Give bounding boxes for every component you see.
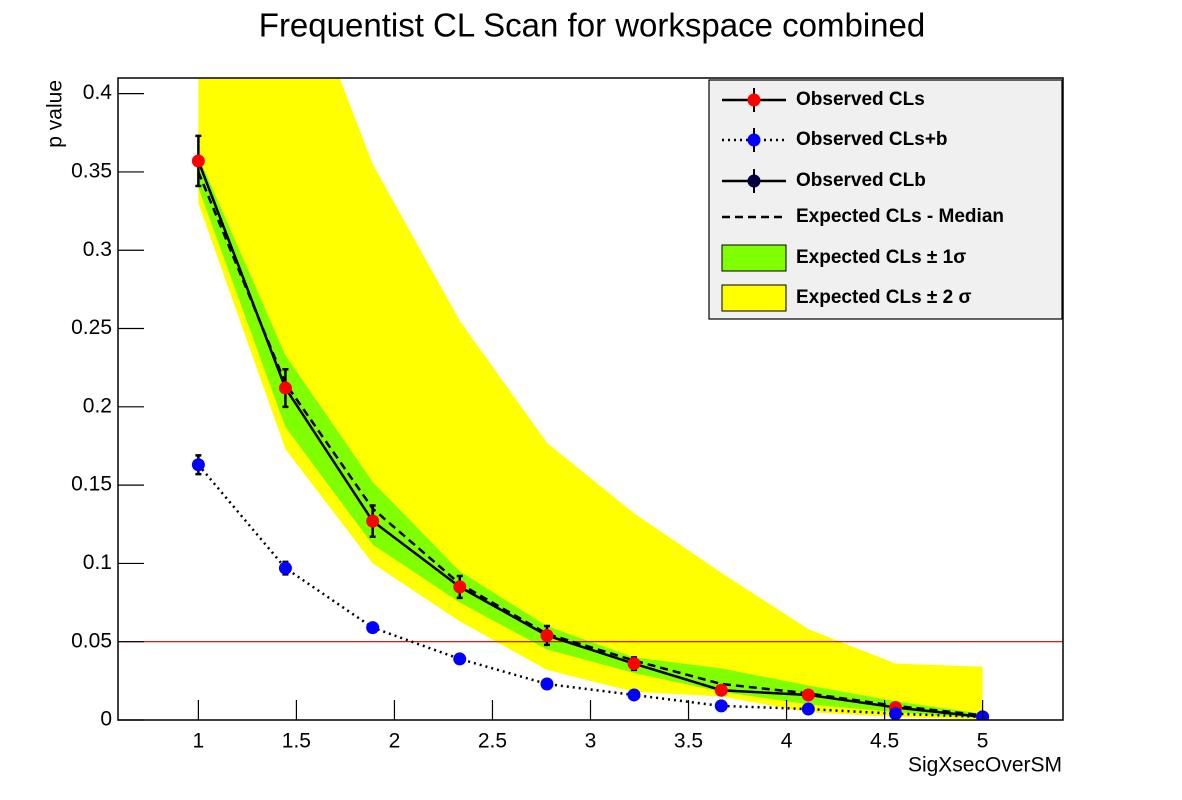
legend-label: Observed CLs+b bbox=[796, 129, 948, 150]
band bbox=[198, 78, 983, 720]
marker bbox=[278, 561, 292, 575]
marker bbox=[191, 458, 205, 472]
x-tick-label: 5 bbox=[977, 730, 989, 753]
marker bbox=[366, 514, 380, 528]
legend-swatch bbox=[721, 284, 787, 312]
legend: Observed CLs Observed CLs+b Observed CLb Ex… bbox=[708, 79, 1063, 320]
y-tick-label: 0.15 bbox=[71, 473, 112, 496]
legend-label: Expected CLs ± 1σ bbox=[796, 247, 966, 268]
series-line bbox=[197, 463, 983, 719]
x-tick-label: 1 bbox=[193, 730, 205, 753]
y-tick-label: 0.3 bbox=[83, 238, 112, 261]
y-tick-label: 0.35 bbox=[71, 159, 112, 182]
legend-swatch bbox=[721, 244, 787, 272]
legend-marker bbox=[747, 93, 761, 107]
legend-marker bbox=[747, 133, 761, 147]
x-tick-label: 4.5 bbox=[870, 730, 899, 753]
chart-title: Frequentist CL Scan for workspace combin… bbox=[259, 7, 925, 44]
marker bbox=[453, 652, 467, 666]
x-tick-label: 2.5 bbox=[478, 730, 507, 753]
x-tick-label: 1.5 bbox=[282, 730, 311, 753]
x-tick-label: 2 bbox=[389, 730, 401, 753]
series-line bbox=[197, 160, 983, 719]
marker bbox=[627, 688, 641, 702]
legend-marker bbox=[747, 174, 761, 188]
y-tick-label: 0.25 bbox=[71, 316, 112, 339]
marker bbox=[801, 702, 815, 716]
marker bbox=[366, 621, 380, 635]
legend-box bbox=[708, 79, 1063, 320]
series-line bbox=[197, 171, 983, 717]
x-tick-label: 3.5 bbox=[674, 730, 703, 753]
y-tick-label: 0 bbox=[100, 708, 112, 731]
y-axis-label: p value bbox=[44, 80, 67, 148]
marker bbox=[278, 381, 292, 395]
marker bbox=[540, 628, 554, 642]
marker bbox=[714, 683, 728, 697]
legend-label: Expected CLs ± 2 σ bbox=[796, 287, 971, 308]
marker bbox=[627, 657, 641, 671]
marker bbox=[889, 707, 903, 720]
y-tick-label: 0.05 bbox=[71, 629, 112, 652]
marker bbox=[801, 688, 815, 702]
plot-area bbox=[118, 78, 1063, 720]
marker bbox=[453, 580, 467, 594]
legend-label: Observed CLb bbox=[796, 170, 926, 191]
y-tick-label: 0.2 bbox=[83, 394, 112, 417]
marker bbox=[714, 699, 728, 713]
marker bbox=[191, 154, 205, 168]
x-tick-label: 4 bbox=[781, 730, 793, 753]
x-axis-label: SigXsecOverSM bbox=[908, 754, 1062, 777]
marker bbox=[540, 677, 554, 691]
y-tick-label: 0.1 bbox=[83, 551, 112, 574]
legend-label: Observed CLs bbox=[796, 89, 925, 110]
y-tick-label: 0.4 bbox=[83, 81, 113, 104]
legend-label: Expected CLs - Median bbox=[796, 206, 1004, 227]
x-tick-label: 3 bbox=[585, 730, 597, 753]
